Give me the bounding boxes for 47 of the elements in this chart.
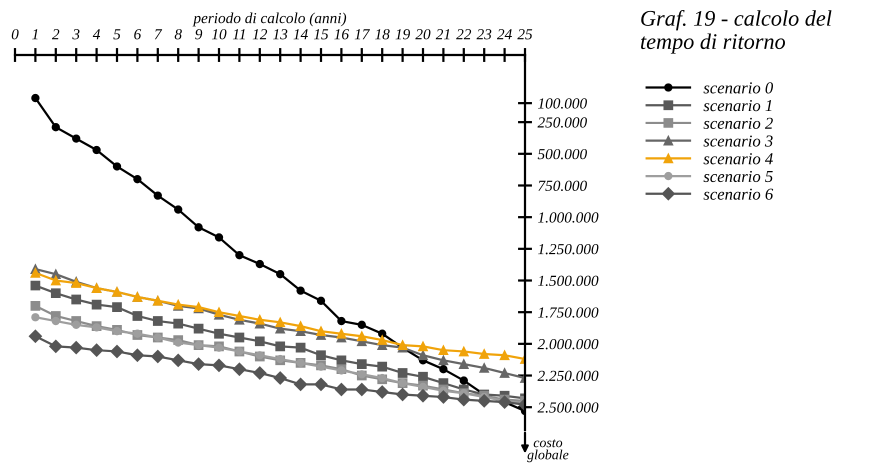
x-tick-label: 4 [92, 29, 100, 40]
x-tick-label: 7 [154, 29, 162, 40]
x-tick-label: 24 [496, 29, 512, 40]
text: Graf. 19 - calcolo del tempo di ritorno [640, 10, 832, 54]
x-tick-label: 3 [72, 29, 80, 40]
y-tick-label: 1.250.000 [538, 244, 598, 254]
x-tick-label: 18 [375, 29, 390, 40]
x-tick-label: 10 [212, 29, 226, 40]
x-tick-label: 22 [456, 29, 472, 40]
y-tick-label: 2.000.000 [538, 338, 598, 350]
y-tick-label: 500.000 [538, 148, 587, 160]
y-tick-label: 1.750.000 [538, 307, 598, 318]
x-tick-label: 17 [354, 29, 370, 40]
y-axis-title: costo globale [527, 439, 568, 462]
y-tick-label: 100.000 [538, 98, 587, 109]
x-axis-title: periodo di calcolo (anni) [192, 12, 346, 26]
y-tick-label: 1.500.000 [538, 276, 598, 286]
x-tick-label: 21 [436, 29, 450, 40]
x-tick-label: 2 [52, 29, 60, 40]
legend-label: scenario 6 [704, 188, 774, 200]
y-tick-label: 2.250.000 [538, 370, 598, 382]
x-tick-label: 0 [12, 29, 19, 40]
x-tick-label: 6 [134, 29, 142, 40]
legend-label: scenario 5 [704, 170, 773, 182]
x-tick-label: 19 [396, 29, 410, 40]
legend-label: scenario 0 [704, 82, 774, 94]
x-tick-label: 15 [314, 29, 328, 40]
x-tick-label: 9 [195, 29, 202, 40]
x-tick-label: 5 [113, 29, 120, 40]
x-tick-label: 1 [32, 29, 38, 40]
x-tick-label: 14 [294, 29, 308, 40]
x-tick-label: 11 [232, 29, 245, 40]
x-tick-label: 8 [174, 29, 182, 40]
y-tick-label: 250.000 [538, 117, 587, 128]
y-tick-label: 2.500.000 [538, 402, 598, 413]
y-tick-label: 1.000.000 [538, 212, 598, 223]
x-tick-label: 23 [476, 29, 492, 40]
x-tick-label: 13 [273, 29, 288, 40]
legend-label: scenario 3 [704, 135, 773, 147]
x-tick-label: 16 [334, 29, 349, 40]
x-tick-label: 20 [415, 29, 430, 40]
legend-label: scenario 4 [704, 153, 773, 164]
x-tick-label: 25 [517, 29, 532, 40]
legend-label: scenario 1 [704, 100, 772, 112]
y-tick-label: 750.000 [538, 180, 587, 192]
legend-label: scenario 2 [704, 118, 773, 129]
x-tick-label: 12 [252, 29, 268, 40]
